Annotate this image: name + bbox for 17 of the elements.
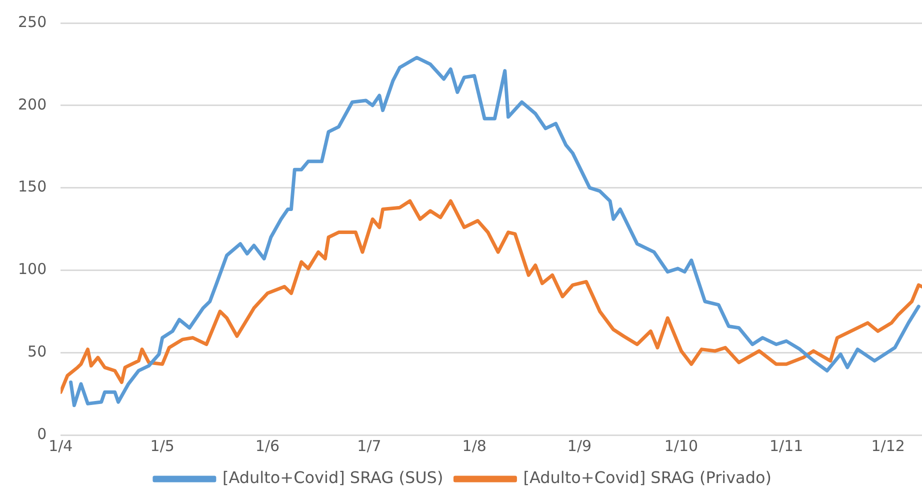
x-tick-label: 1/12 <box>871 436 905 455</box>
x-tick-label: 1/11 <box>770 436 804 455</box>
y-tick-label: 0 <box>37 424 47 443</box>
x-tick-label: 1/9 <box>567 436 592 455</box>
x-tick-label: 1/6 <box>255 436 280 455</box>
y-tick-label: 100 <box>18 260 47 278</box>
x-tick-label: 1/4 <box>48 436 73 455</box>
y-tick-label: 50 <box>28 342 47 360</box>
legend-label: [Adulto+Covid] SRAG (SUS) <box>222 468 444 488</box>
x-tick-label: 1/5 <box>150 436 174 455</box>
y-tick-label: 200 <box>18 95 47 114</box>
x-tick-label: 1/8 <box>462 436 486 455</box>
x-tick-label: 1/10 <box>664 436 698 455</box>
y-tick-label: 150 <box>18 178 47 196</box>
x-tick-label: 1/7 <box>357 436 382 455</box>
y-tick-label: 250 <box>18 12 47 31</box>
legend-label: [Adulto+Covid] SRAG (Privado) <box>523 468 772 488</box>
